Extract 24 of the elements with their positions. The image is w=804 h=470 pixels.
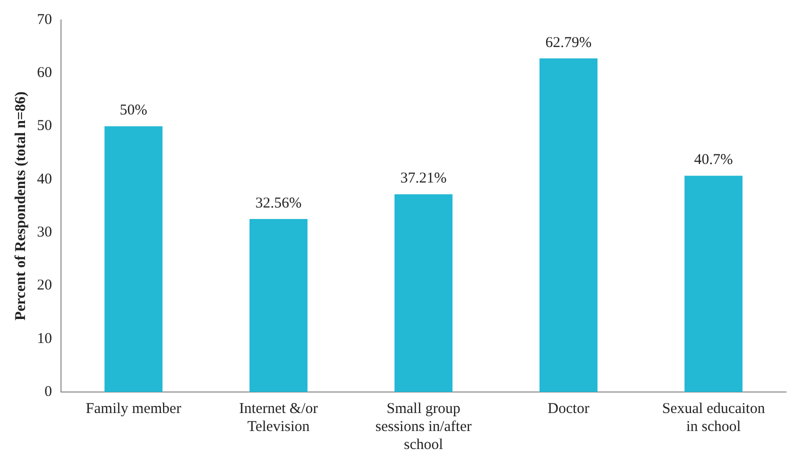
bar bbox=[250, 218, 308, 392]
x-tick-label: Doctor bbox=[548, 400, 590, 417]
data-label: 50% bbox=[120, 102, 148, 119]
bar bbox=[394, 194, 452, 392]
bar bbox=[104, 126, 162, 392]
x-tick-label: Family member bbox=[86, 400, 182, 417]
x-tick-label: Internet &/or Television bbox=[239, 400, 318, 435]
bar bbox=[684, 176, 742, 392]
data-label: 32.56% bbox=[255, 195, 302, 212]
x-tick-label: Sexual educaiton in school bbox=[662, 400, 766, 435]
y-tick-label: 70 bbox=[37, 12, 52, 28]
data-label: 62.79% bbox=[545, 34, 592, 51]
data-label: 40.7% bbox=[694, 152, 733, 168]
y-tick-label: 60 bbox=[37, 65, 52, 82]
x-tick-label: Small group sessions in/after school bbox=[375, 400, 472, 453]
y-tick-label: 50 bbox=[37, 118, 52, 134]
y-tick-label: 30 bbox=[37, 224, 52, 241]
y-tick-label: 20 bbox=[37, 278, 52, 294]
data-label: 37.21% bbox=[400, 170, 447, 187]
y-tick-label: 10 bbox=[37, 330, 52, 347]
bar bbox=[540, 58, 598, 392]
y-tick-label: 0 bbox=[44, 384, 52, 400]
y-tick-label: 40 bbox=[37, 171, 52, 188]
y-axis-title: Percent of Respondents (total n=86) bbox=[12, 91, 29, 321]
